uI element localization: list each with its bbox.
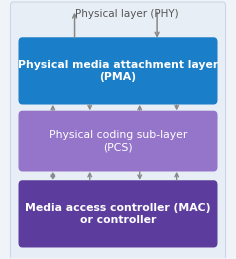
Text: Physical layer (PHY): Physical layer (PHY)	[75, 9, 178, 19]
Text: Physical media attachment layer
(PMA): Physical media attachment layer (PMA)	[18, 60, 218, 82]
FancyBboxPatch shape	[18, 180, 218, 248]
Text: Physical coding sub-layer
(PCS): Physical coding sub-layer (PCS)	[49, 130, 187, 152]
FancyBboxPatch shape	[10, 2, 226, 259]
FancyBboxPatch shape	[18, 37, 218, 105]
FancyBboxPatch shape	[18, 111, 218, 171]
Text: Media access controller (MAC)
or controller: Media access controller (MAC) or control…	[25, 203, 211, 225]
